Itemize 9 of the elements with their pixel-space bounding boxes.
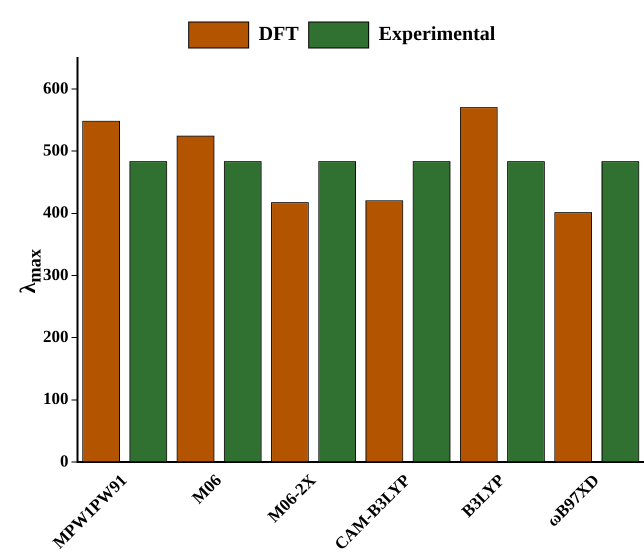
y-tick-label: 500 <box>43 140 68 160</box>
y-tick-label: 600 <box>43 78 68 98</box>
legend-label: DFT <box>258 23 300 46</box>
y-tick-label: 200 <box>43 327 68 346</box>
legend-label: Experimental <box>378 23 496 46</box>
y-tick-label: 0 <box>60 451 68 470</box>
y-tick-label: 100 <box>43 389 68 408</box>
y-tick-label: 400 <box>43 202 68 222</box>
y-tick-label: 300 <box>43 264 68 284</box>
